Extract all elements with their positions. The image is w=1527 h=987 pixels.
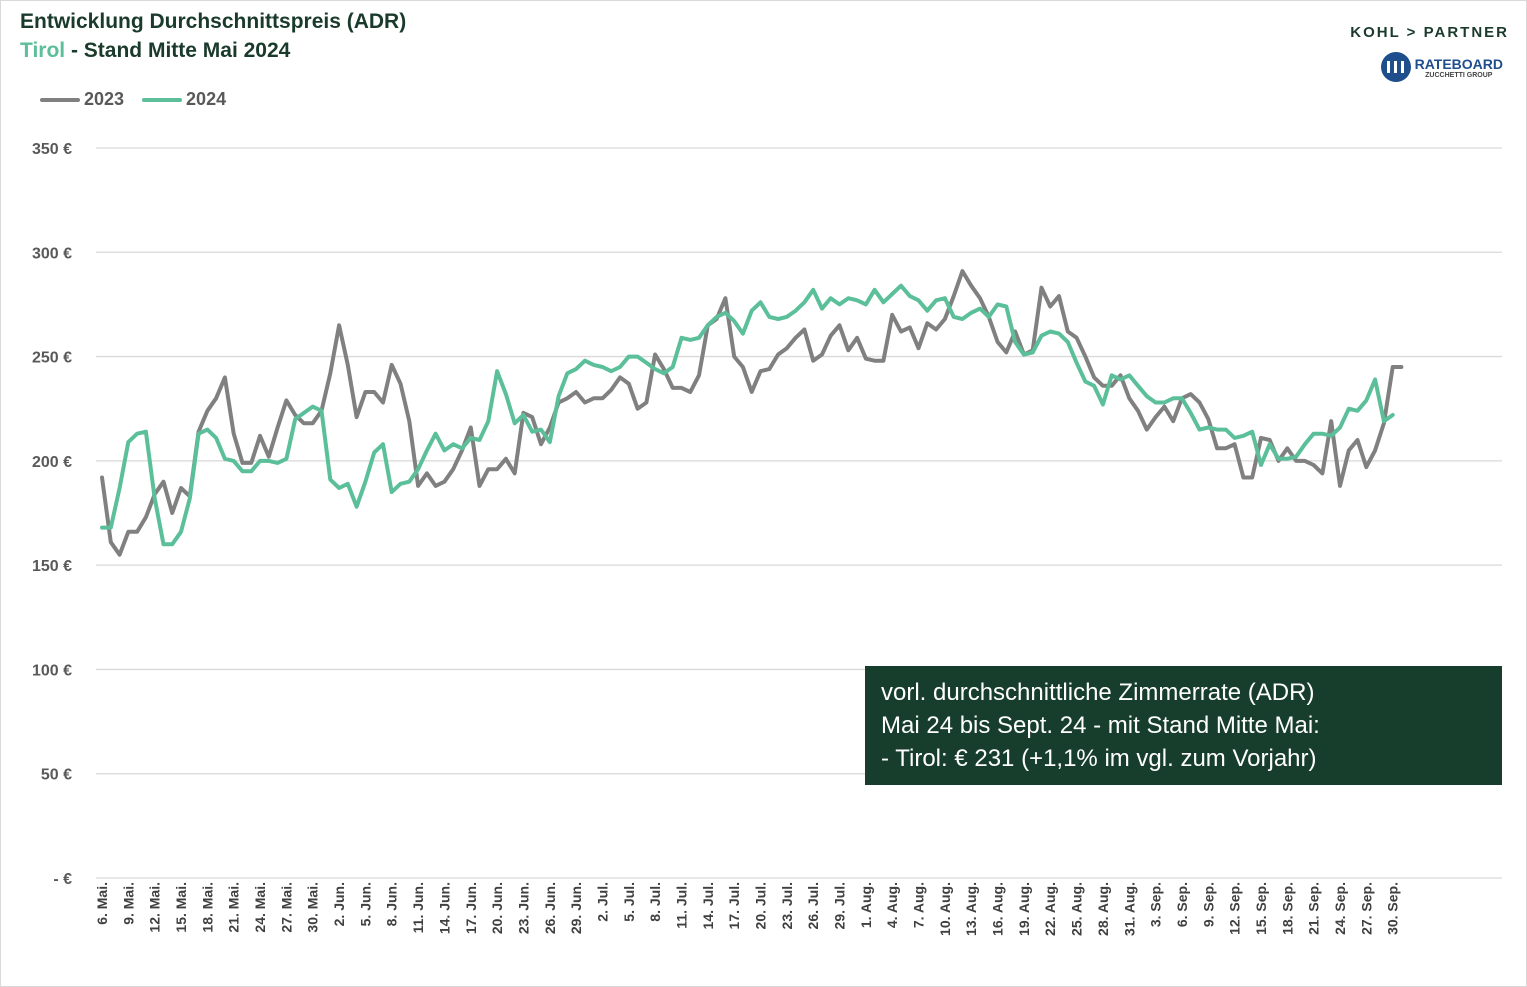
x-tick-label: 20. Jul. [753,882,769,929]
series-line-2024 [100,283,1395,547]
rateboard-icon [1380,52,1411,82]
chart-title: Entwicklung Durchschnittspreis (ADR) [20,10,407,33]
x-tick-label: 21. Mai. [226,882,242,933]
x-tick-label: 11. Jun. [410,882,426,933]
x-tick-label: 15. Sep. [1253,882,1269,935]
x-tick-label: 27. Sep. [1358,882,1374,935]
x-tick-label: 26. Jun. [542,882,558,934]
x-tick-label: 2. Jul. [594,882,610,922]
x-tick-label: 2. Jun. [331,882,347,926]
x-tick-label: 8. Jul. [647,882,663,922]
summary-line-1: vorl. durchschnittliche Zimmerrate (ADR) [881,679,1315,706]
x-tick-label: 10. Aug. [937,882,953,936]
legend-item-2024: 2024 [142,89,226,110]
x-tick-label: 12. Mai. [147,882,163,933]
x-tick-label: 30. Mai. [305,882,321,933]
legend-label-2023: 2023 [84,89,125,109]
x-tick-label: 4. Aug. [884,882,900,928]
legend-swatch-2024 [142,97,183,102]
summary-box: vorl. durchschnittliche Zimmerrate (ADR)… [865,666,1502,785]
y-tick-label: 150 € [32,558,72,575]
x-tick-label: 28. Aug. [1095,882,1111,936]
kohl-partner-logo: KOHL > PARTNER [1350,24,1509,41]
x-tick-label: 3. Sep. [1148,882,1164,927]
x-tick-label: 23. Jul. [779,882,795,929]
subtitle-rest: - Stand Mitte Mai 2024 [65,39,291,62]
x-tick-label: 6. Sep. [1174,882,1190,927]
y-tick-label: 300 € [32,245,72,262]
y-tick-label: 350 € [32,141,72,158]
legend-label-2024: 2024 [186,89,227,109]
x-tick-label: 15. Mai. [173,882,189,933]
y-tick-label: - € [53,871,72,888]
x-tick-label: 21. Sep. [1306,882,1322,935]
x-tick-label: 8. Jun. [384,882,400,926]
x-tick-label: 9. Mai. [120,882,136,925]
x-tick-label: 12. Sep. [1227,882,1243,935]
x-tick-label: 31. Aug. [1121,882,1137,936]
y-tick-label: 200 € [32,454,72,471]
subtitle-region: Tirol [20,39,66,62]
y-tick-label: 50 € [41,767,72,784]
x-tick-label: 26. Jul. [805,882,821,929]
x-tick-label: 11. Jul. [673,882,689,929]
x-tick-label: 22. Aug. [1042,882,1058,936]
x-tick-label: 7. Aug. [911,882,927,928]
x-tick-label: 14. Jun. [436,882,452,934]
y-tick-label: 250 € [32,350,72,367]
x-tick-label: 23. Jun. [515,882,531,934]
series-line-2023 [100,269,1404,557]
x-tick-label: 29. Jun. [568,882,584,934]
legend: 2023 2024 [40,89,226,110]
x-tick-label: 6. Mai. [94,882,110,925]
zucchetti-logo-text: ZUCCHETTI GROUP [1425,71,1493,79]
x-tick-label: 5. Jul. [621,882,637,922]
chart-subtitle: Tirol - Stand Mitte Mai 2024 [20,39,290,63]
rateboard-logo-text: RATEBOARD [1414,55,1503,72]
x-tick-label: 9. Sep. [1200,882,1216,927]
x-tick-label: 14. Jul. [700,882,716,929]
legend-swatch-2023 [40,97,80,102]
x-tick-label: 24. Sep. [1332,882,1348,935]
summary-line-3: - Tirol: € 231 (+1,1% im vgl. zum Vorjah… [881,745,1317,772]
summary-line-2: Mai 24 bis Sept. 24 - mit Stand Mitte Ma… [881,712,1320,739]
x-tick-label: 25. Aug. [1069,882,1085,936]
x-tick-label: 18. Mai. [199,882,215,933]
y-tick-label: 100 € [32,662,72,679]
x-tick-label: 20. Jun. [489,882,505,934]
x-tick-label: 13. Aug. [963,882,979,936]
x-tick-label: 27. Mai. [278,882,294,933]
x-tick-label: 17. Jun. [463,882,479,934]
x-tick-label: 1. Aug. [858,882,874,928]
rateboard-logo: RATEBOARD ZUCCHETTI GROUP [1380,52,1503,82]
x-tick-label: 24. Mai. [252,882,268,933]
x-tick-label: 16. Aug. [990,882,1006,936]
x-tick-label: 18. Sep. [1279,882,1295,935]
legend-item-2023: 2023 [40,89,124,110]
x-tick-label: 17. Jul. [726,882,742,929]
x-tick-label: 5. Jun. [357,882,373,926]
x-tick-label: 29. Jul. [832,882,848,929]
x-tick-label: 30. Sep. [1385,882,1401,935]
x-tick-label: 19. Aug. [1016,882,1032,936]
